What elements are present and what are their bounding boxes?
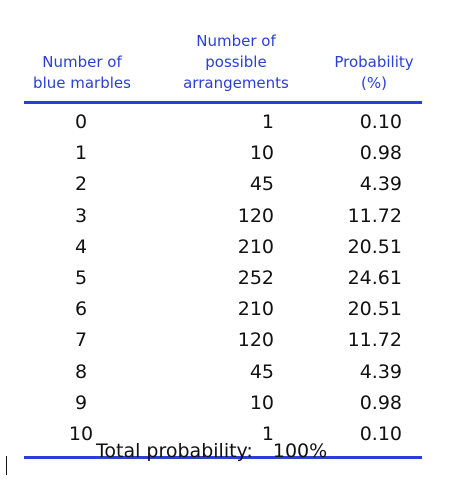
header-arrangements: Number of possible arrangements: [183, 32, 289, 92]
header-blue-marbles: Number of blue marbles: [33, 53, 131, 92]
header-probability: Probability (%): [334, 53, 414, 92]
cell-blue-marbles: 10: [68, 422, 94, 445]
table-row: 4 210 20.51: [24, 233, 424, 264]
cell-arrangements: 210: [237, 298, 274, 321]
cell-arrangements: 10: [249, 391, 274, 414]
cell-probability: 11.72: [347, 204, 402, 227]
table-row: 8 45 4.39: [24, 358, 424, 389]
cell-arrangements: 120: [237, 204, 274, 227]
cell-arrangements: 210: [237, 235, 274, 258]
cell-arrangements: 252: [237, 266, 274, 289]
table-row: 5 252 24.61: [24, 264, 424, 295]
cell-blue-marbles: 4: [74, 235, 88, 258]
cell-arrangements: 10: [249, 142, 274, 165]
table-row: 1 10 0.98: [24, 139, 424, 170]
cell-arrangements: 45: [249, 173, 274, 196]
cell-blue-marbles: 3: [74, 204, 88, 227]
total-probability-value: 100%: [272, 440, 328, 462]
cell-blue-marbles: 2: [74, 173, 88, 196]
cell-probability: 24.61: [347, 266, 402, 289]
table-row: 3 120 11.72: [24, 202, 424, 233]
table-body: 0 1 0.10 1 10 0.98 2 45 4.39 3 120 11.72…: [24, 108, 424, 451]
cell-arrangements: 120: [237, 329, 274, 352]
cell-probability: 11.72: [347, 329, 402, 352]
cell-probability: 20.51: [347, 298, 402, 321]
header-divider: [24, 101, 422, 104]
total-probability: Total probability: 100%: [96, 440, 327, 462]
cell-probability: 0.98: [359, 391, 402, 414]
cell-probability: 4.39: [359, 360, 402, 383]
cell-arrangements: 1: [261, 111, 274, 133]
text-cursor: [6, 456, 7, 475]
cell-probability: 4.39: [359, 173, 402, 196]
cell-blue-marbles: 1: [74, 142, 88, 165]
cell-blue-marbles: 6: [74, 298, 88, 321]
cell-blue-marbles: 9: [74, 391, 88, 414]
total-probability-label: Total probability:: [96, 440, 253, 462]
table-row: 9 10 0.98: [24, 389, 424, 420]
cell-probability: 0.10: [359, 422, 402, 445]
cell-blue-marbles: 0: [74, 111, 88, 133]
table-row: 0 1 0.10: [24, 108, 424, 139]
table-row: 2 45 4.39: [24, 170, 424, 201]
footer-divider: [24, 456, 422, 459]
table-row: 6 210 20.51: [24, 295, 424, 326]
table-row: 7 120 11.72: [24, 326, 424, 357]
cell-blue-marbles: 7: [74, 329, 88, 352]
cell-arrangements: 45: [249, 360, 274, 383]
cell-probability: 0.10: [359, 111, 402, 133]
cell-probability: 0.98: [359, 142, 402, 165]
table-row: 10 1 0.10: [24, 420, 424, 451]
cell-blue-marbles: 8: [74, 360, 88, 383]
cell-blue-marbles: 5: [74, 266, 88, 289]
cell-arrangements: 1: [261, 422, 274, 445]
cell-probability: 20.51: [347, 235, 402, 258]
